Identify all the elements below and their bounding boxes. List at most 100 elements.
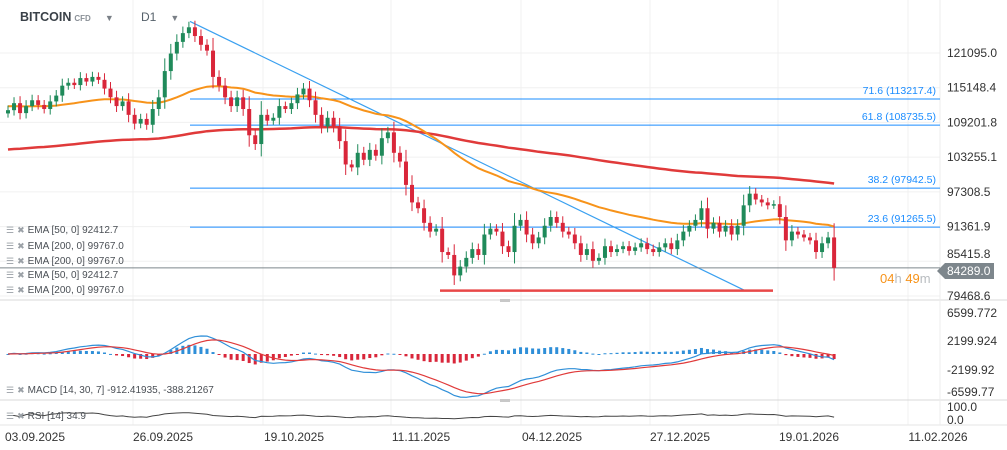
macd-histogram-bar <box>597 353 601 355</box>
candle-body <box>711 222 716 229</box>
candle <box>783 205 788 251</box>
candle-body <box>572 234 577 244</box>
candle-body <box>518 219 523 226</box>
close-icon[interactable]: ✖ <box>17 270 25 280</box>
fib-level-label: 23.6 (91265.5) <box>868 213 936 225</box>
candle <box>458 260 463 282</box>
panel-resize-handle[interactable] <box>500 299 510 302</box>
candle <box>645 237 650 255</box>
candle-body <box>30 100 35 107</box>
macd-histogram-bar <box>519 347 523 354</box>
macd-histogram-bar <box>826 354 830 358</box>
macd-histogram-bar <box>48 353 52 355</box>
candle <box>729 219 734 241</box>
macd-histogram-bar <box>446 354 450 363</box>
price-axis-label: 109201.8 <box>947 115 997 129</box>
candle-body <box>18 103 23 114</box>
trendline[interactable] <box>189 20 746 292</box>
indicator-legend-ema200[interactable]: ☰ ✖ EMA [200, 0] 99767.0 <box>6 256 124 267</box>
settings-icon[interactable]: ☰ <box>6 256 15 266</box>
macd-histogram-bar <box>440 354 444 363</box>
close-icon[interactable]: ✖ <box>17 385 25 395</box>
rsi-axis-label: 100.0 <box>947 400 977 414</box>
candle-body <box>325 117 330 127</box>
macd-histogram-bar <box>651 352 655 354</box>
macd-histogram-bar <box>139 354 143 359</box>
close-icon[interactable]: ✖ <box>17 411 25 421</box>
macd-histogram-bar <box>573 350 577 354</box>
price-axis-label: 85415.8 <box>947 247 991 261</box>
close-icon[interactable]: ✖ <box>17 285 25 295</box>
candle-body <box>319 114 324 127</box>
macd-signal-line <box>7 339 835 395</box>
macd-histogram-bar <box>271 354 275 361</box>
candle-body <box>602 246 607 258</box>
macd-histogram-bar <box>253 354 257 365</box>
candle-body <box>482 234 487 255</box>
candle-body <box>560 222 565 232</box>
candle <box>723 220 728 237</box>
timeframe-selector[interactable]: D1 ▼ <box>141 10 179 24</box>
candle <box>651 244 656 257</box>
candle <box>464 251 469 273</box>
candle <box>54 90 59 107</box>
candle-body <box>379 138 384 156</box>
indicator-legend-macd[interactable]: ☰ ✖ MACD [14, 30, 7] -912.41935, -388.2126… <box>6 385 214 396</box>
macd-histogram-bar <box>633 352 637 354</box>
macd-histogram-bar <box>66 351 70 354</box>
candle <box>138 113 143 129</box>
candle <box>174 34 179 61</box>
macd-histogram-bar <box>422 354 426 362</box>
macd-histogram-bar <box>452 354 456 364</box>
candle-body <box>735 225 740 235</box>
macd-histogram-bar <box>808 354 812 358</box>
settings-icon[interactable]: ☰ <box>6 385 15 395</box>
close-icon[interactable]: ✖ <box>17 225 25 235</box>
settings-icon[interactable]: ☰ <box>6 225 15 235</box>
candle-body <box>814 240 819 253</box>
legend-text: EMA [200, 0] 99767.0 <box>27 256 124 267</box>
price-axis-label: 103255.1 <box>947 150 997 164</box>
macd-histogram-bar <box>277 354 281 359</box>
macd-histogram-bar <box>603 353 607 355</box>
panel-resize-handle[interactable] <box>500 399 510 402</box>
symbol-selector[interactable]: BITCOIN CFD ▼ <box>20 10 114 24</box>
macd-histogram-bar <box>229 354 233 360</box>
close-icon[interactable]: ✖ <box>17 241 25 251</box>
macd-line <box>7 335 835 398</box>
indicator-legend-rsi[interactable]: ☰ ✖ RSI [14] 34.9 <box>6 411 86 422</box>
settings-icon[interactable]: ☰ <box>6 411 15 421</box>
indicator-legend-ema200[interactable]: ☰ ✖ EMA [200, 0] 99767.0 <box>6 285 124 296</box>
close-icon[interactable]: ✖ <box>17 256 25 266</box>
macd-histogram-bar <box>102 352 106 355</box>
macd-histogram-bar <box>476 354 480 357</box>
candle <box>482 223 487 265</box>
settings-icon[interactable]: ☰ <box>6 285 15 295</box>
settings-icon[interactable]: ☰ <box>6 270 15 280</box>
candle <box>452 244 457 285</box>
candle <box>789 225 794 247</box>
ema200-line <box>7 125 835 185</box>
legend-text: EMA [50, 0] 92412.7 <box>27 225 119 236</box>
candle <box>343 129 348 175</box>
candle-body <box>192 27 197 37</box>
candle-body <box>705 208 710 229</box>
indicator-legend-ema200[interactable]: ☰ ✖ EMA [200, 0] 99767.0 <box>6 241 124 252</box>
macd-histogram-bar <box>784 354 788 356</box>
indicator-legend-ema50[interactable]: ☰ ✖ EMA [50, 0] 92412.7 <box>6 225 118 236</box>
countdown-hours: 04 <box>880 271 895 286</box>
macd-histogram-bar <box>488 351 492 355</box>
candle <box>663 238 668 252</box>
candle <box>681 225 686 247</box>
macd-axis-label: 6599.772 <box>947 306 997 320</box>
candle <box>771 200 776 209</box>
macd-histogram-bar <box>561 348 565 355</box>
candle <box>705 197 710 239</box>
settings-icon[interactable]: ☰ <box>6 241 15 251</box>
indicator-legend-ema50[interactable]: ☰ ✖ EMA [50, 0] 92412.7 <box>6 270 118 281</box>
candle-body <box>253 135 258 145</box>
macd-histogram-bar <box>6 354 10 355</box>
candle <box>506 240 511 258</box>
macd-histogram-bar <box>591 353 595 355</box>
